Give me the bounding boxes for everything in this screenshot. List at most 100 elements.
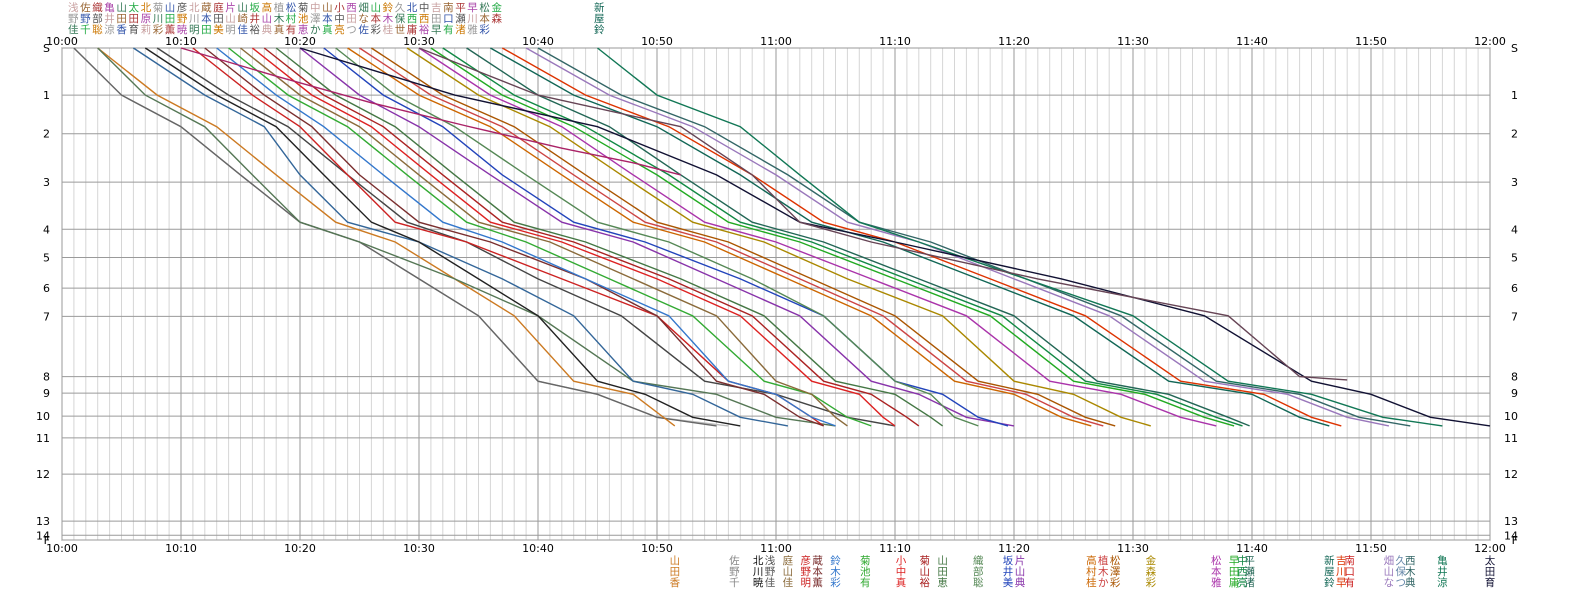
legend-char: 村 bbox=[286, 12, 297, 25]
series-line bbox=[97, 47, 676, 427]
finish-label-char: 庸 bbox=[1229, 576, 1240, 589]
legend-char: 野 bbox=[80, 13, 91, 25]
finish-label-char: 太 bbox=[1485, 554, 1496, 567]
grid bbox=[61, 47, 1491, 541]
finish-label-char: 井 bbox=[1003, 565, 1014, 578]
legend-char: 北 bbox=[141, 2, 152, 14]
legend-char: 西 bbox=[346, 2, 357, 14]
legend-char: つ bbox=[346, 24, 357, 36]
series-line bbox=[335, 47, 979, 427]
legend-char: 森 bbox=[492, 12, 503, 25]
finish-label-char: 暁 bbox=[753, 577, 764, 589]
legend-char: 暁 bbox=[177, 24, 188, 36]
x-tick-label-top: 11:10 bbox=[879, 35, 911, 48]
y-tick-label-left: 14 bbox=[36, 529, 50, 542]
finish-label-char: 山 bbox=[783, 566, 794, 578]
legend-char: 田 bbox=[165, 13, 176, 25]
finish-label-char: 田 bbox=[1229, 566, 1240, 578]
series-line bbox=[299, 47, 1491, 427]
x-tick-label-top: 11:00 bbox=[760, 35, 792, 48]
legend-char: 山 bbox=[237, 2, 248, 14]
legend-char: 明 bbox=[189, 24, 200, 36]
y-tick-label-left: F bbox=[44, 534, 50, 547]
legend-char: 松 bbox=[479, 1, 490, 14]
y-tick-label-left: 8 bbox=[43, 371, 50, 384]
legend-char: 田 bbox=[213, 13, 224, 25]
legend-char: 畑 bbox=[358, 1, 369, 14]
finish-label-char: 菊 bbox=[920, 555, 931, 567]
y-tick-label-left: 10 bbox=[36, 410, 50, 423]
finish-label-char: 薫 bbox=[812, 576, 823, 589]
finish-label-char: 植 bbox=[1098, 554, 1109, 567]
legend-char: 田 bbox=[201, 24, 212, 36]
finish-label-char: 木 bbox=[1405, 566, 1416, 578]
x-tick-label-bottom: 11:00 bbox=[760, 542, 792, 555]
x-tick-label-top: 11:40 bbox=[1236, 35, 1268, 48]
y-tick-label-left: S bbox=[43, 42, 50, 55]
y-tick-label-right: 7 bbox=[1511, 310, 1518, 323]
finish-label-char: 桂 bbox=[1086, 576, 1097, 589]
finish-label-char: 坂 bbox=[1003, 555, 1014, 567]
series-line bbox=[430, 47, 1235, 427]
finish-label-char: 高 bbox=[1086, 554, 1097, 567]
x-tick-label-bottom: 11:30 bbox=[1117, 542, 1149, 555]
finish-label-char: 木 bbox=[1098, 566, 1109, 578]
series-line bbox=[204, 47, 824, 427]
legend-char: 井 bbox=[250, 12, 261, 25]
y-tick-label-left: 12 bbox=[36, 468, 50, 481]
labels-group: 浅佐織亀山太北菊山彦北蔵庭片山坂高植松菊中山小西畑山鈴久北中吉南平早松金野野部井… bbox=[68, 1, 1496, 589]
series-line bbox=[180, 47, 681, 176]
x-tick-label-top: 10:10 bbox=[165, 35, 197, 48]
finish-label-char: 佐 bbox=[729, 554, 740, 567]
series-line bbox=[490, 47, 1330, 427]
finish-label-char: 亀 bbox=[1437, 554, 1448, 567]
finish-label-char: 松 bbox=[1110, 554, 1121, 567]
finish-label-char: 山 bbox=[670, 555, 681, 567]
finish-label-char: 鈴 bbox=[1324, 576, 1335, 589]
finish-label-char: 田 bbox=[1485, 566, 1496, 578]
finish-label-char: 北 bbox=[753, 555, 764, 567]
series-line bbox=[228, 47, 872, 427]
legend-char: 中 bbox=[419, 1, 430, 14]
legend-char: 松 bbox=[286, 1, 297, 14]
legend-char: 山 bbox=[116, 2, 127, 14]
legend-char: 田 bbox=[129, 13, 140, 25]
legend-char: 田 bbox=[116, 13, 127, 25]
x-tick-label-top: 10:20 bbox=[284, 35, 316, 48]
legend-char: 澤 bbox=[310, 13, 321, 25]
legend-char: 中 bbox=[310, 1, 321, 14]
finish-label-char: 浅 bbox=[765, 554, 776, 567]
legend-char: 織 bbox=[92, 1, 103, 14]
legend-char: 莉 bbox=[141, 24, 152, 36]
legend-char: 瀬 bbox=[455, 12, 466, 25]
y-tick-label-right: 11 bbox=[1504, 432, 1518, 445]
y-tick-label-right: 5 bbox=[1511, 252, 1518, 265]
legend-char: 佳 bbox=[68, 23, 79, 36]
finish-label-char: 口 bbox=[1344, 566, 1355, 578]
x-tick-label-bottom: 11:20 bbox=[998, 542, 1030, 555]
legend-char: 木 bbox=[274, 13, 285, 25]
finish-label-char: な bbox=[1384, 577, 1395, 589]
finish-label-char: 庭 bbox=[783, 554, 794, 567]
finish-label-char: 田 bbox=[937, 566, 948, 578]
legend-char: 早 bbox=[431, 24, 442, 36]
legend-char: 西 bbox=[419, 13, 430, 25]
legend-char: か bbox=[310, 24, 321, 36]
y-tick-label-left: 3 bbox=[43, 176, 50, 189]
finish-label-char: 山 bbox=[937, 555, 948, 567]
y-tick-label-left: 6 bbox=[43, 282, 50, 295]
legend-char: 高 bbox=[262, 1, 273, 14]
series-line bbox=[156, 47, 896, 427]
legend-char: 佐 bbox=[80, 1, 91, 14]
series-line bbox=[133, 47, 789, 427]
series-line bbox=[263, 47, 920, 427]
legend-char: 山 bbox=[322, 2, 333, 14]
legend-char: 川 bbox=[467, 13, 478, 25]
legend-char: 育 bbox=[129, 23, 140, 36]
legend-char: 保 bbox=[395, 12, 406, 25]
legend-char: 美 bbox=[213, 23, 224, 36]
legend-char: 西 bbox=[407, 13, 418, 25]
x-tick-label-bottom: 10:40 bbox=[522, 542, 554, 555]
legend-char: 世 bbox=[395, 24, 406, 36]
legend-char: 井 bbox=[104, 12, 115, 25]
